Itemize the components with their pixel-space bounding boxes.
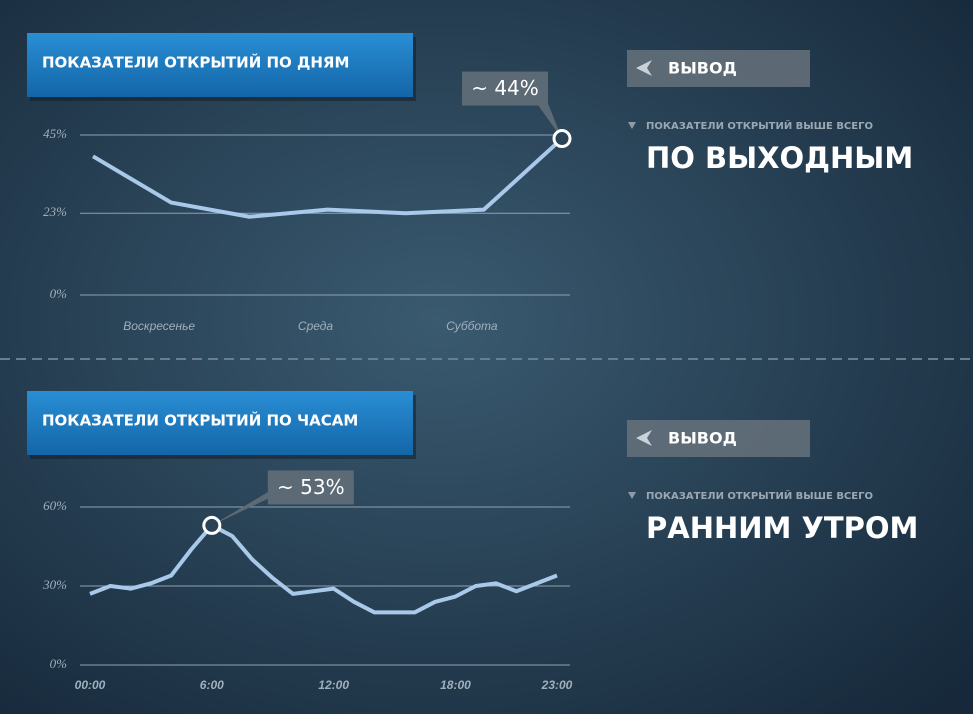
title-box xyxy=(27,33,413,97)
y-tick-label: 23% xyxy=(43,204,67,219)
chart-title: ПОКАЗАТЕЛИ ОТКРЫТИЙ ПО ЧАСАМ xyxy=(42,411,358,430)
x-tick-label: 23:00 xyxy=(541,678,573,692)
arrow-icon xyxy=(636,60,652,76)
highlight-point xyxy=(552,129,572,149)
x-tick-label: 00:00 xyxy=(75,678,106,692)
y-tick-label: 45% xyxy=(43,126,67,141)
bullet-icon xyxy=(628,122,636,129)
callout-box xyxy=(462,71,548,106)
conclusion-button xyxy=(627,420,810,457)
data-label: ~ 44% xyxy=(471,76,539,100)
arrow-icon xyxy=(636,430,652,446)
conclusion-button-label: ВЫВОД xyxy=(668,429,737,448)
x-tick-label: Суббота xyxy=(446,319,498,333)
x-tick-label: 6:00 xyxy=(200,678,224,692)
conclusion-text: РАННИМ УТРОМ xyxy=(646,511,918,545)
conclusion-subtitle: ПОКАЗАТЕЛИ ОТКРЫТИЙ ВЫШЕ ВСЕГО xyxy=(646,489,873,502)
conclusion-button xyxy=(627,50,810,87)
data-line xyxy=(89,523,558,615)
x-tick-label: Среда xyxy=(298,319,334,333)
callout-box xyxy=(267,470,354,505)
conclusion-subtitle: ПОКАЗАТЕЛИ ОТКРЫТИЙ ВЫШЕ ВСЕГО xyxy=(646,119,873,132)
chart-title: ПОКАЗАТЕЛИ ОТКРЫТИЙ ПО ДНЯМ xyxy=(42,53,349,72)
y-tick-label: 0% xyxy=(50,656,68,671)
y-tick-label: 60% xyxy=(43,498,67,513)
data-label: ~ 53% xyxy=(277,475,345,499)
x-tick-label: Воскресенье xyxy=(123,319,195,333)
highlight-point xyxy=(202,515,222,535)
bullet-icon xyxy=(628,492,636,499)
y-tick-label: 30% xyxy=(42,577,67,592)
x-tick-label: 12:00 xyxy=(318,678,349,692)
y-tick-label: 0% xyxy=(50,286,68,301)
data-line xyxy=(91,137,564,219)
conclusion-text: ПО ВЫХОДНЫМ xyxy=(646,141,913,175)
conclusion-button-label: ВЫВОД xyxy=(668,59,737,78)
x-tick-label: 18:00 xyxy=(440,678,471,692)
title-box xyxy=(27,391,413,455)
